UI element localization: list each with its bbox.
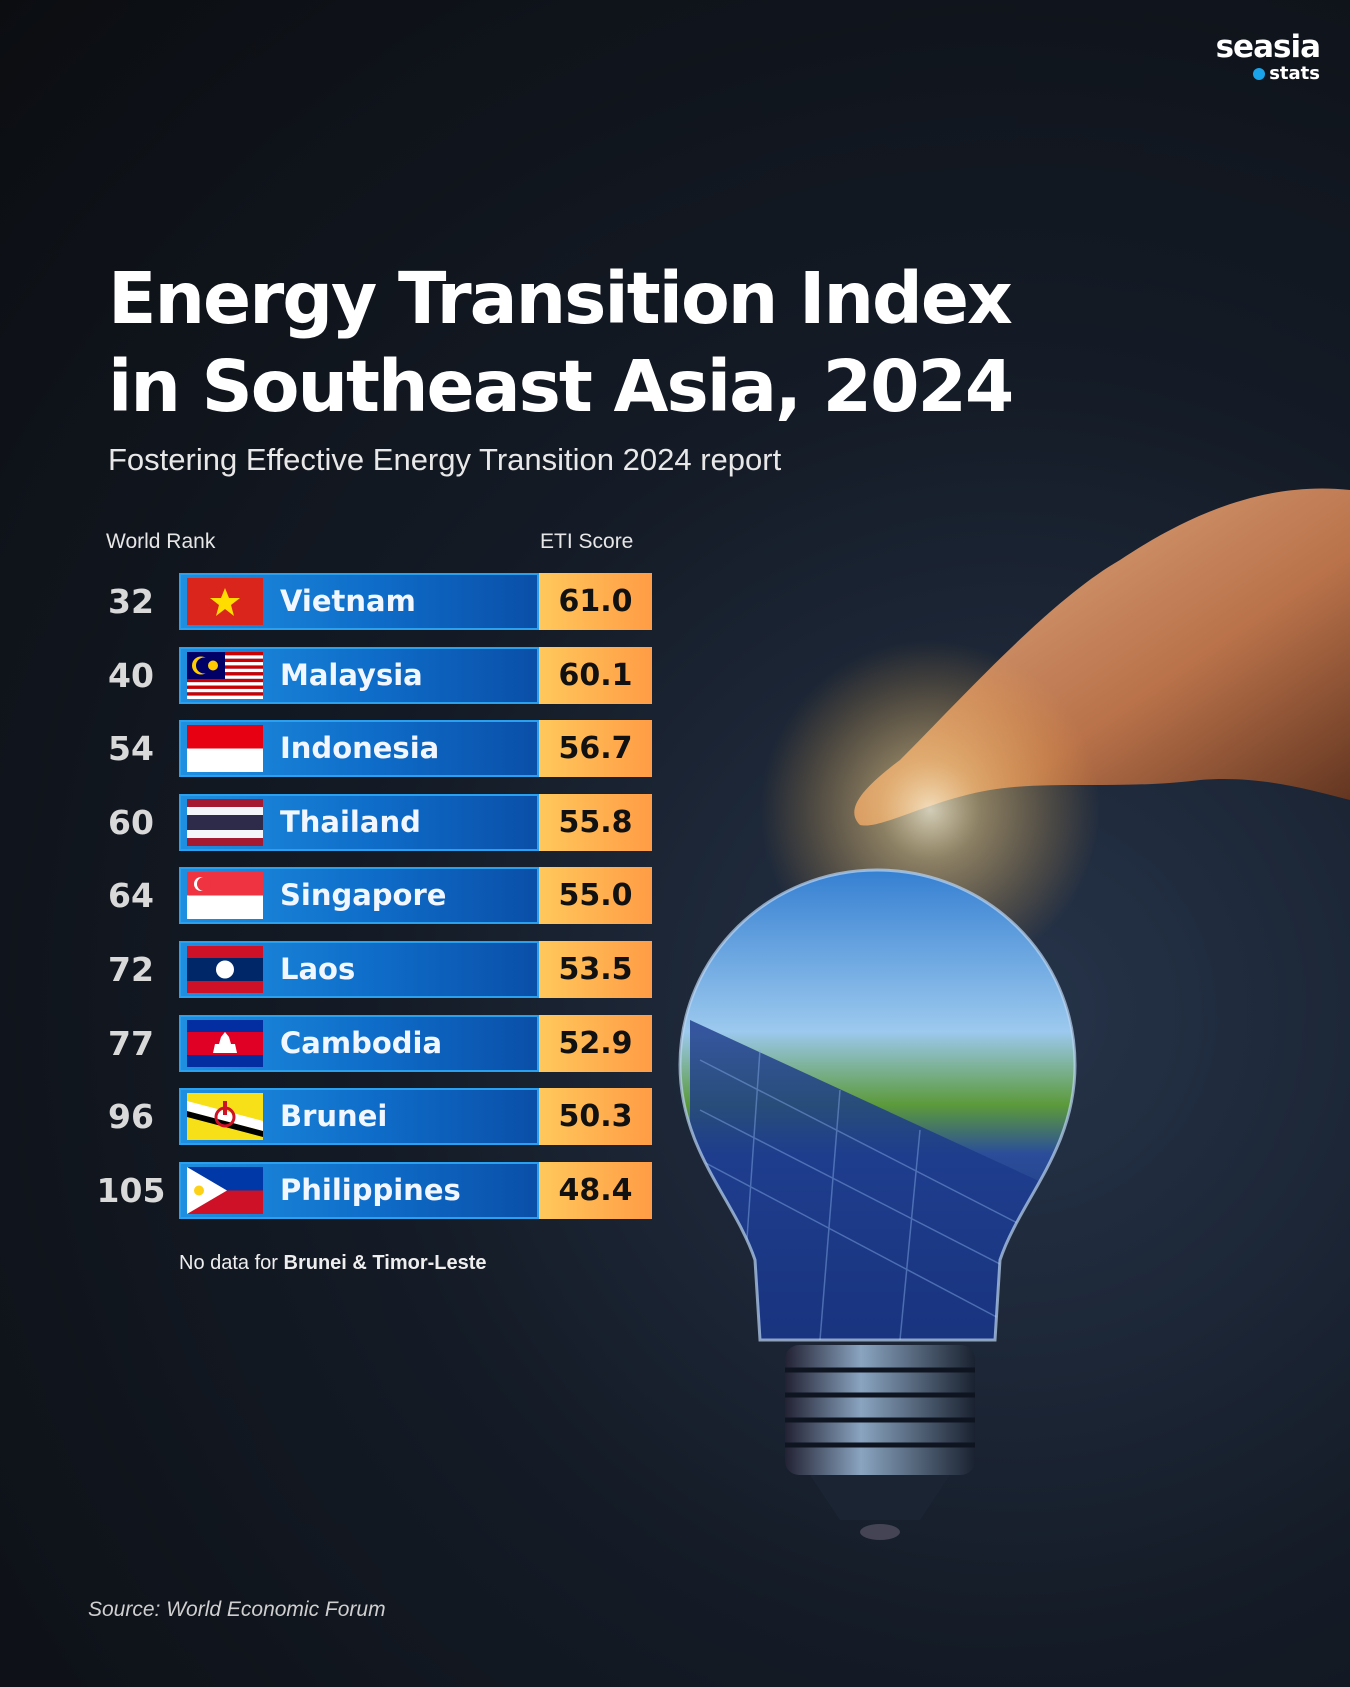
eti-score-header: ETI Score [540, 530, 634, 553]
philippines-flag-icon [187, 1166, 263, 1214]
world-rank-header: World Rank [106, 530, 216, 553]
eti-score-value: 53.5 [539, 941, 652, 998]
rank-value: 64 [108, 876, 154, 916]
rank-value: 32 [108, 582, 154, 621]
eti-score-value: 61.0 [539, 573, 652, 630]
country-name: Laos [280, 952, 356, 986]
note-prefix: No data for [179, 1252, 284, 1274]
globe-icon [1253, 68, 1266, 80]
footnote: No data for Brunei & Timor-Leste [179, 1252, 487, 1275]
table-row: 105 Philippines 48.4 [0, 1161, 660, 1219]
country-name: Malaysia [280, 657, 423, 692]
eti-score-value: 60.1 [539, 646, 652, 704]
brunei-flag-icon [187, 1093, 263, 1141]
rank-value: 40 [108, 655, 154, 695]
indonesia-flag-icon [187, 725, 263, 773]
country-name: Singapore [280, 878, 447, 913]
eti-score-value: 48.4 [539, 1161, 652, 1219]
title-line-2: in Southeast Asia, 2024 [108, 345, 1014, 428]
logo-subtext: stats [1269, 63, 1320, 84]
rank-value: 96 [108, 1097, 154, 1137]
logo-text: seasia [1215, 29, 1321, 65]
title-line-1: Energy Transition Index [108, 257, 1013, 340]
table-row: 96 Brunei 50.3 [0, 1088, 660, 1146]
laos-flag-icon [187, 946, 263, 993]
rank-value: 60 [108, 802, 154, 842]
note-bold: Brunei & Timor-Leste [283, 1252, 487, 1274]
table-row: 72 Laos 53.5 [0, 941, 660, 998]
table-row: 54 Indonesia 56.7 [0, 720, 660, 778]
table-row: 77 Cambodia 52.9 [0, 1014, 660, 1072]
table-row: 32 Vietnam 61.0 [0, 573, 660, 630]
country-name: Cambodia [280, 1025, 443, 1060]
rank-value: 72 [108, 950, 154, 989]
cambodia-flag-icon [187, 1019, 263, 1067]
malaysia-flag-icon [187, 651, 263, 699]
eti-score-value: 56.7 [539, 720, 652, 778]
table-row: 60 Thailand 55.8 [0, 793, 660, 851]
eti-score-value: 50.3 [539, 1088, 652, 1146]
rank-value: 77 [108, 1023, 154, 1063]
seasia-stats-logo: seasia stats [1195, 29, 1321, 84]
vietnam-flag-icon [187, 578, 263, 625]
subtitle: Fostering Effective Energy Transition 20… [108, 442, 782, 477]
singapore-flag-icon [187, 872, 263, 920]
source: Source: World Economic Forum [88, 1598, 386, 1621]
rank-value: 54 [108, 729, 154, 769]
country-name: Thailand [280, 804, 421, 839]
page-title: Energy Transition Index in Southeast Asi… [108, 255, 1014, 431]
thailand-flag-icon [187, 798, 263, 846]
country-name: Indonesia [280, 731, 440, 766]
table-row: 64 Singapore 55.0 [0, 867, 660, 925]
eti-score-value: 52.9 [539, 1014, 652, 1072]
country-name: Brunei [280, 1099, 388, 1134]
country-name: Philippines [280, 1172, 461, 1207]
rank-value: 105 [96, 1170, 166, 1210]
country-name: Vietnam [280, 584, 416, 618]
eti-score-value: 55.8 [539, 793, 652, 851]
eti-score-value: 55.0 [539, 867, 652, 925]
table-row: 40 Malaysia 60.1 [0, 646, 660, 704]
